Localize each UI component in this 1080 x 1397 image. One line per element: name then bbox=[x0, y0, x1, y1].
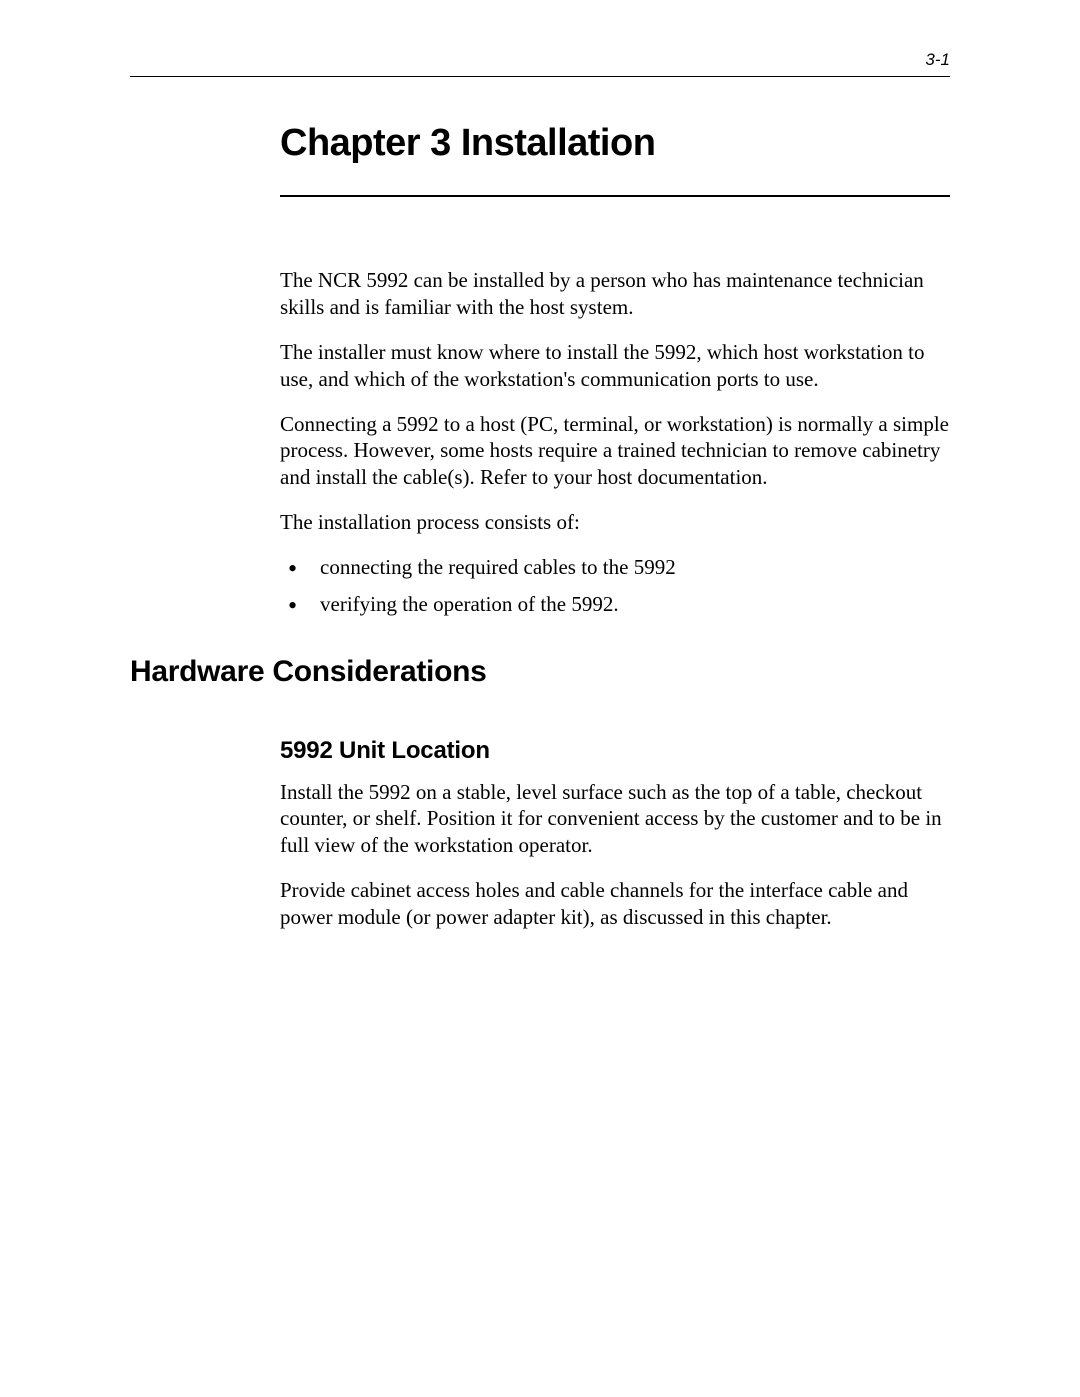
unit-location-paragraph-2: Provide cabinet access holes and cable c… bbox=[280, 877, 950, 931]
page-container: 3-1 Chapter 3 Installation The NCR 5992 … bbox=[0, 0, 1080, 999]
content-area: Chapter 3 Installation The NCR 5992 can … bbox=[130, 122, 950, 619]
intro-paragraph-4: The installation process consists of: bbox=[280, 509, 950, 536]
intro-paragraph-3: Connecting a 5992 to a host (PC, termina… bbox=[280, 411, 950, 492]
chapter-rule bbox=[280, 195, 950, 197]
subsection-heading-unit-location: 5992 Unit Location bbox=[280, 737, 950, 765]
section-content: 5992 Unit Location Install the 5992 on a… bbox=[130, 737, 950, 931]
intro-bullet-list: connecting the required cables to the 59… bbox=[280, 554, 950, 619]
bullet-item-1: connecting the required cables to the 59… bbox=[288, 554, 950, 581]
intro-paragraph-2: The installer must know where to install… bbox=[280, 339, 950, 393]
section-heading-hardware: Hardware Considerations bbox=[130, 655, 950, 689]
bullet-item-2: verifying the operation of the 5992. bbox=[288, 591, 950, 618]
page-number: 3-1 bbox=[130, 50, 950, 70]
unit-location-paragraph-1: Install the 5992 on a stable, level surf… bbox=[280, 779, 950, 860]
chapter-title: Chapter 3 Installation bbox=[280, 122, 950, 165]
intro-paragraph-1: The NCR 5992 can be installed by a perso… bbox=[280, 267, 950, 321]
header-rule bbox=[130, 76, 950, 77]
